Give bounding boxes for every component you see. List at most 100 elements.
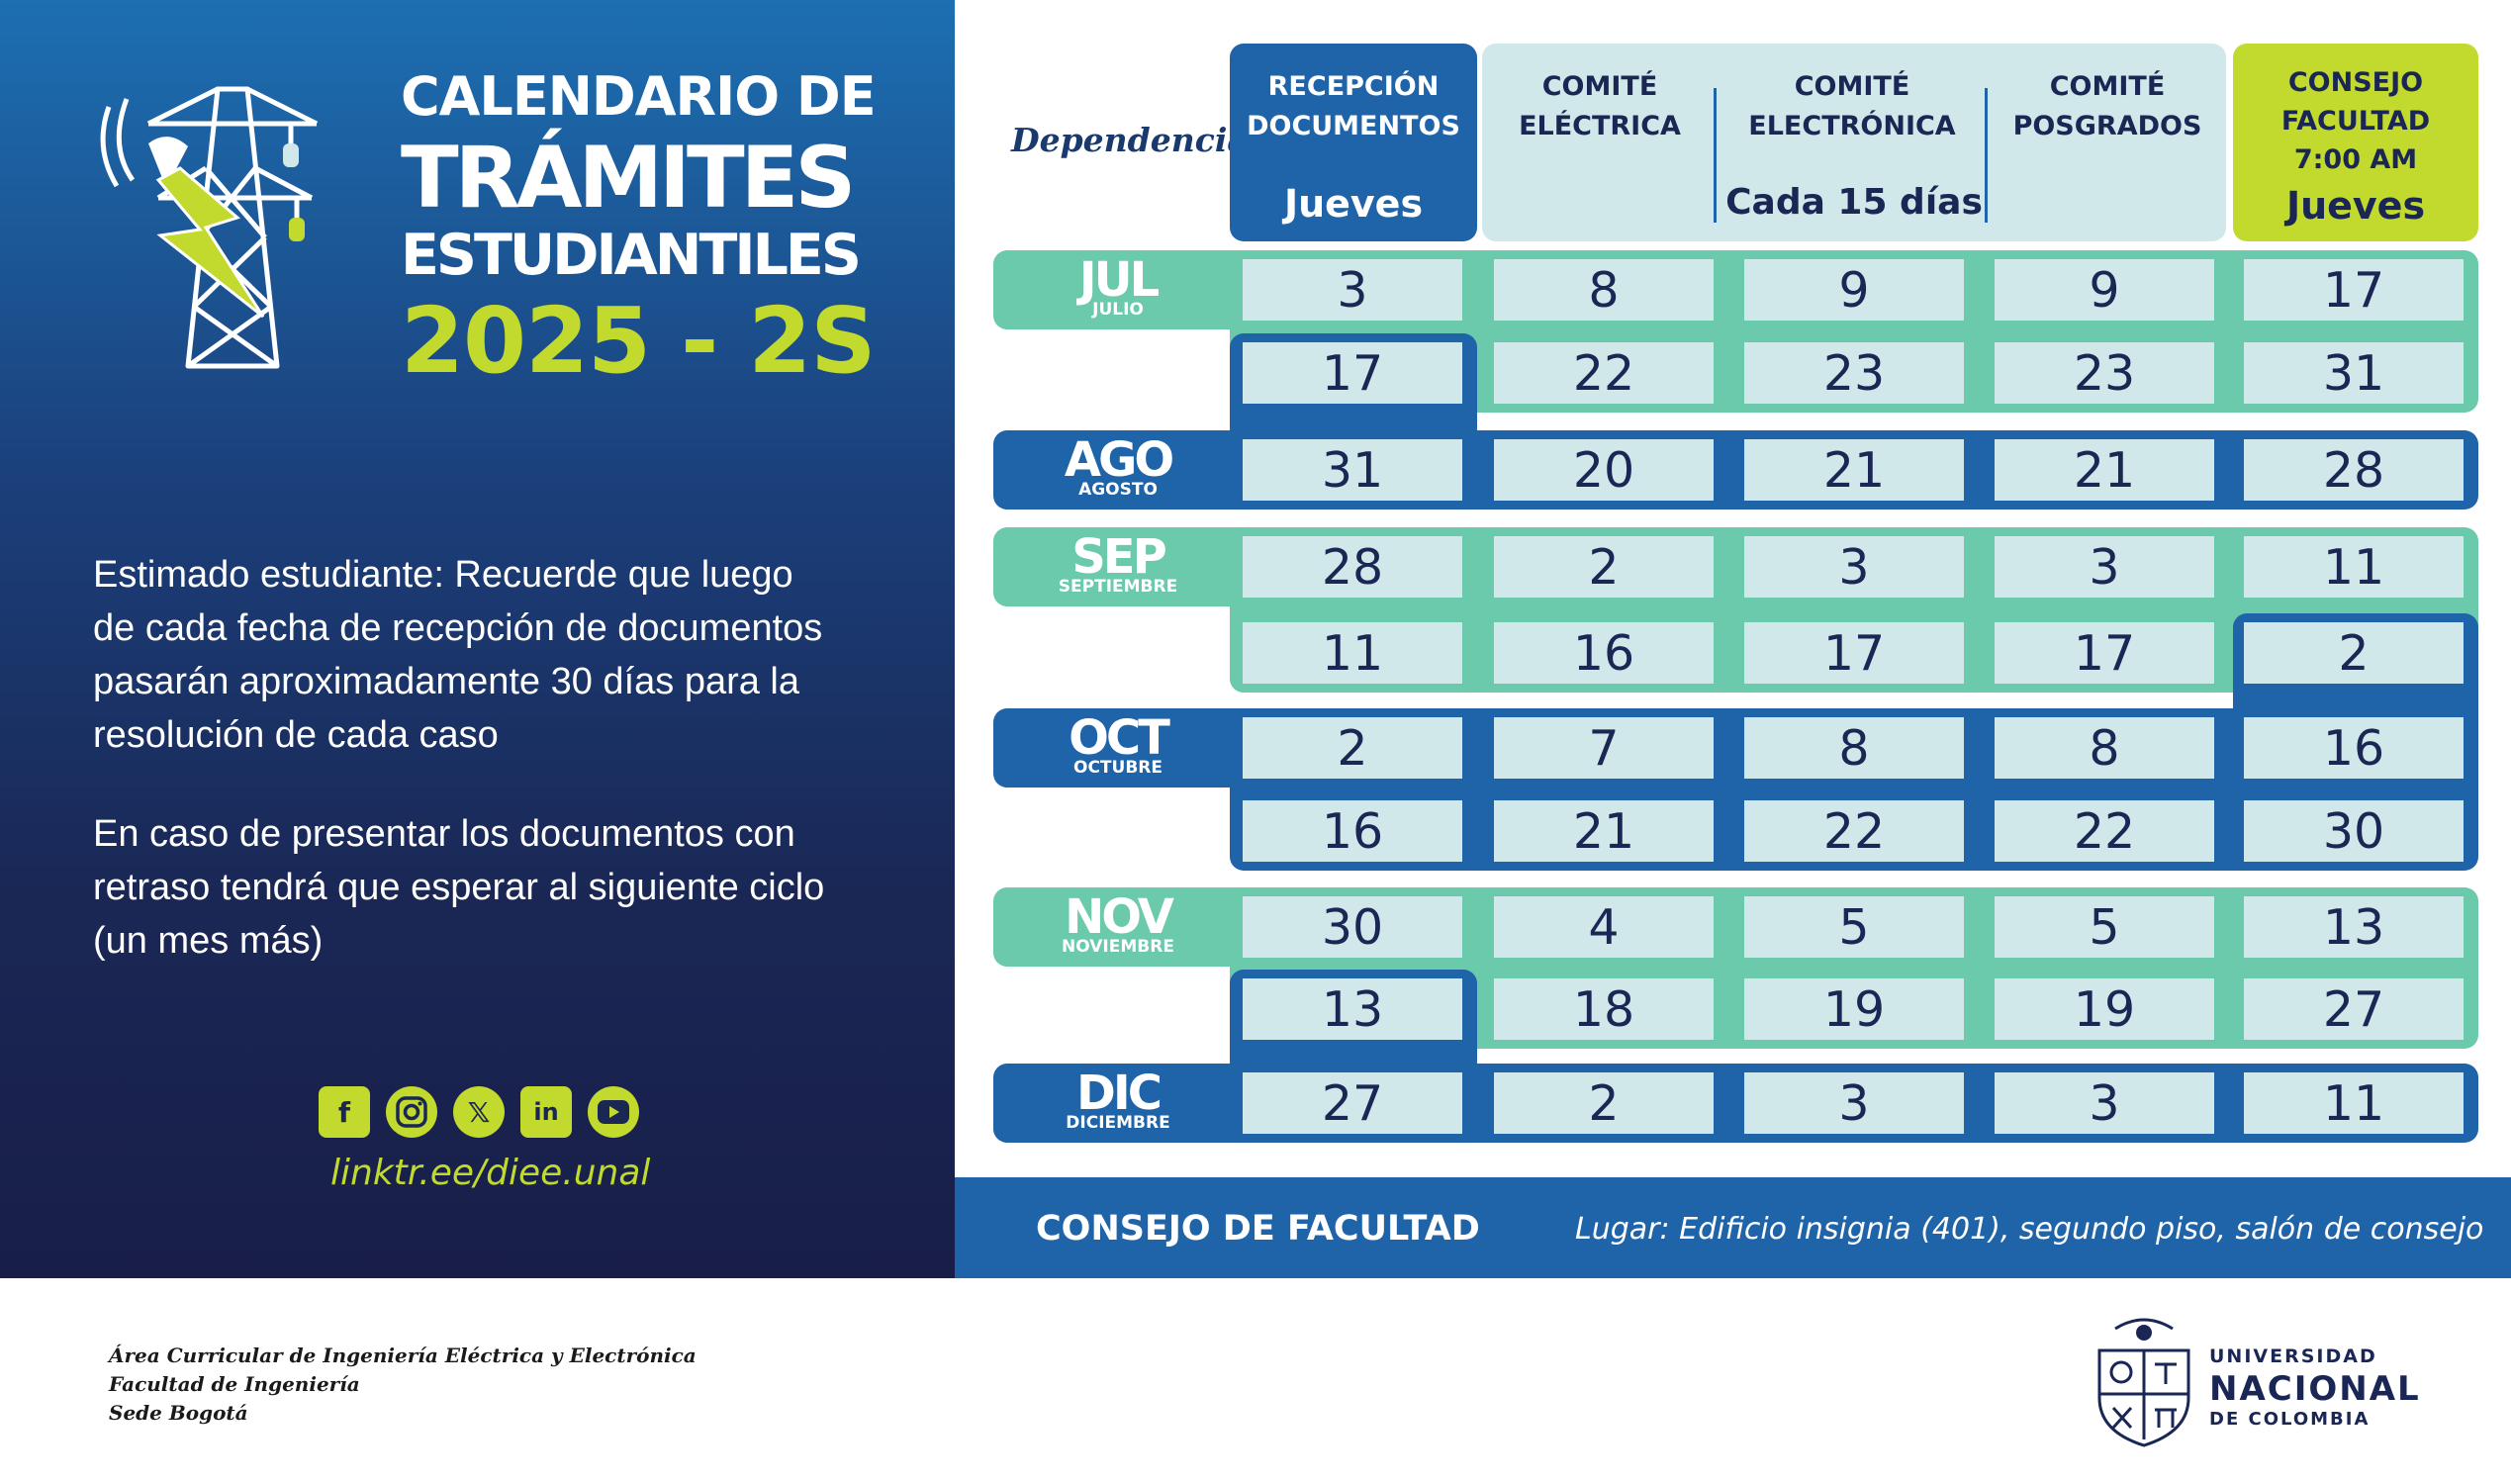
month-label: SEP: [1071, 529, 1167, 585]
date-cell: 30: [1243, 896, 1462, 958]
dependencia-label: Dependencia: [1011, 121, 1249, 159]
date-cell: 3: [1744, 1072, 1964, 1134]
consejo-info-title: CONSEJO DE FACULTAD: [1036, 1209, 1480, 1249]
date-cell: 20: [1494, 439, 1714, 501]
date-cell: 21: [1995, 439, 2214, 501]
date-cell: 23: [1995, 342, 2214, 404]
month-label: AGO: [1064, 432, 1174, 488]
date-cell: 27: [1243, 1072, 1462, 1134]
title-block: CALENDARIO DE TRÁMITES ESTUDIANTILES 202…: [401, 61, 915, 396]
header-posgrados-line2: POSGRADOS: [2012, 111, 2202, 141]
date-cell: 4: [1494, 896, 1714, 958]
month-label: OCT: [1069, 710, 1170, 766]
credits: Área Curricular de Ingeniería Eléctrica …: [109, 1342, 697, 1428]
month-label: DIC: [1076, 1066, 1162, 1121]
date-cell: 7: [1494, 717, 1714, 779]
university-line3: DE COLOMBIA: [2209, 1409, 2371, 1430]
date-cell: 21: [1494, 800, 1714, 862]
month-sublabel: SEPTIEMBRE: [1058, 577, 1178, 597]
date-cell: 13: [1243, 978, 1462, 1040]
credits-line: Facultad de Ingeniería: [109, 1372, 360, 1396]
date-cell: 3: [1995, 1072, 2214, 1134]
university-line2: NACIONAL: [2209, 1369, 2421, 1409]
linktree-link[interactable]: linktr.ee/diee.unal: [330, 1153, 651, 1193]
header-electronica-line2: ELECTRÓNICA: [1748, 111, 1956, 141]
date-cell: 3: [1995, 536, 2214, 598]
note-line: de cada fecha de recepción de documentos: [93, 607, 823, 649]
credits-line: Sede Bogotá: [109, 1401, 248, 1425]
header-separator: [1714, 88, 1717, 223]
date-cell: 8: [1744, 717, 1964, 779]
date-cell: 31: [2244, 342, 2464, 404]
date-cell: 23: [1744, 342, 1964, 404]
left-panel: CALENDARIO DE TRÁMITES ESTUDIANTILES 202…: [0, 0, 955, 1278]
date-cell: 2: [1494, 536, 1714, 598]
date-cell: 17: [2244, 259, 2464, 321]
header-comites: COMITÉ ELÉCTRICA COMITÉ ELECTRÓNICA COMI…: [1482, 44, 2226, 241]
header-recepcion-line2: DOCUMENTOS: [1247, 111, 1460, 141]
title-line2: TRÁMITES: [401, 129, 856, 228]
date-cell: 9: [1744, 259, 1964, 321]
header-comites-frequency: Cada 15 días: [1725, 182, 1983, 223]
note-line: (un mes más): [93, 920, 324, 962]
university-seal-icon: [2097, 1318, 2190, 1447]
note-line: pasarán aproximadamente 30 días para la: [93, 661, 800, 702]
social-icons: f 𝕏 in: [319, 1086, 639, 1138]
date-cell: 11: [2244, 1072, 2464, 1134]
header-recepcion: RECEPCIÓN DOCUMENTOS Jueves: [1230, 44, 1477, 241]
header-consejo-line1: CONSEJO: [2287, 67, 2424, 98]
instagram-icon[interactable]: [386, 1086, 437, 1138]
date-cell: 19: [1995, 978, 2214, 1040]
university-line1: UNIVERSIDAD: [2209, 1345, 2377, 1367]
consejo-info-place: Lugar: Edificio insignia (401), segundo …: [1575, 1212, 2484, 1247]
month-sublabel: AGOSTO: [1078, 480, 1158, 500]
date-cell: 17: [1243, 342, 1462, 404]
note-line: Estimado estudiante: Recuerde que luego: [93, 554, 793, 596]
title-line3: ESTUDIANTILES: [401, 223, 862, 288]
month-sublabel: NOVIEMBRE: [1062, 937, 1174, 957]
note-line: resolución de cada caso: [93, 714, 499, 756]
date-cell: 3: [1744, 536, 1964, 598]
date-cell: 16: [1243, 800, 1462, 862]
facebook-icon[interactable]: f: [319, 1086, 370, 1138]
header-electronica-line1: COMITÉ: [1794, 71, 1910, 102]
header-consejo-line2: FACULTAD: [2280, 106, 2431, 137]
month-label: JUL: [1078, 252, 1160, 308]
date-cell: 21: [1744, 439, 1964, 501]
header-consejo-day: Jueves: [2285, 184, 2426, 228]
date-cell: 19: [1744, 978, 1964, 1040]
date-cell: 8: [1995, 717, 2214, 779]
month-sublabel: DICIEMBRE: [1066, 1113, 1170, 1133]
note-line: retraso tendrá que esperar al siguiente …: [93, 867, 825, 908]
date-cell: 5: [1995, 896, 2214, 958]
power-tower-lightning-icon: [100, 86, 319, 369]
date-cell: 17: [1744, 622, 1964, 684]
consejo-info-bar: CONSEJO DE FACULTAD Lugar: Edificio insi…: [955, 1177, 2511, 1278]
x-icon[interactable]: 𝕏: [453, 1086, 505, 1138]
title-line1: CALENDARIO DE: [401, 65, 877, 128]
date-cell: 2: [2244, 622, 2464, 684]
date-cell: 13: [2244, 896, 2464, 958]
header-electrica-line1: COMITÉ: [1541, 71, 1658, 102]
header-consejo-time: 7:00 AM: [2293, 144, 2418, 175]
date-cell: 11: [1243, 622, 1462, 684]
date-cell: 22: [1995, 800, 2214, 862]
note-line: En caso de presentar los documentos con: [93, 813, 795, 855]
date-cell: 16: [2244, 717, 2464, 779]
linkedin-icon[interactable]: in: [520, 1086, 572, 1138]
header-consejo: CONSEJO FACULTAD 7:00 AM Jueves: [2233, 44, 2478, 241]
date-cell: 18: [1494, 978, 1714, 1040]
date-cell: 2: [1243, 717, 1462, 779]
month-label: NOV: [1065, 889, 1174, 945]
date-cell: 11: [2244, 536, 2464, 598]
date-cell: 27: [2244, 978, 2464, 1040]
note-processing-time: Estimado estudiante: Recuerde que luego …: [93, 548, 884, 762]
date-cell: 28: [1243, 536, 1462, 598]
title-period: 2025 - 2S: [401, 288, 877, 394]
date-cell: 3: [1243, 259, 1462, 321]
date-cell: 2: [1494, 1072, 1714, 1134]
youtube-icon[interactable]: [588, 1086, 639, 1138]
date-cell: 28: [2244, 439, 2464, 501]
date-cell: 22: [1494, 342, 1714, 404]
date-cell: 5: [1744, 896, 1964, 958]
